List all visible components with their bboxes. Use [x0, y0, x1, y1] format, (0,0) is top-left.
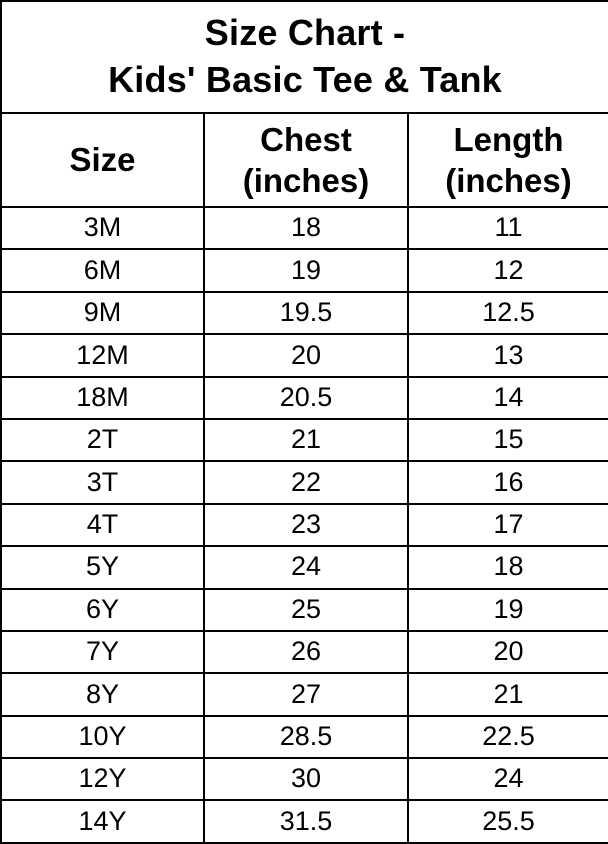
- length-cell: 22.5: [407, 714, 608, 760]
- size-cell: 4T: [0, 502, 205, 548]
- table-row: 12Y 30 24: [0, 757, 608, 802]
- length-cell: 16: [407, 460, 608, 505]
- column-header-length: Length (inches): [407, 112, 608, 208]
- chart-title: Size Chart - Kids' Basic Tee & Tank: [0, 0, 608, 114]
- column-header-row: Size Chest (inches) Length (inches): [0, 112, 608, 208]
- length-cell: 12: [407, 248, 608, 293]
- chest-cell: 23: [203, 502, 409, 548]
- table-row: 9M 19.5 12.5: [0, 290, 608, 336]
- table-row: 5Y 24 18: [0, 545, 608, 590]
- chart-title-line1: Size Chart -: [204, 12, 406, 54]
- length-cell: 21: [407, 672, 608, 717]
- size-cell: 9M: [0, 290, 205, 336]
- chest-cell: 28.5: [203, 714, 409, 760]
- column-header-size: Size: [0, 112, 205, 208]
- chest-cell: 19.5: [203, 290, 409, 336]
- size-cell: 2T: [0, 417, 205, 463]
- size-cell: 5Y: [0, 545, 205, 590]
- length-cell: 17: [407, 502, 608, 548]
- length-cell: 12.5: [407, 290, 608, 336]
- length-cell: 13: [407, 333, 608, 378]
- table-row: 4T 23 17: [0, 502, 608, 548]
- table-row: 2T 21 15: [0, 417, 608, 463]
- length-cell: 20: [407, 629, 608, 675]
- table-row: 6Y 25 19: [0, 587, 608, 632]
- size-cell: 18M: [0, 375, 205, 420]
- length-cell: 24: [407, 757, 608, 802]
- chest-cell: 18: [203, 205, 409, 251]
- chest-cell: 22: [203, 460, 409, 505]
- size-cell: 6M: [0, 248, 205, 293]
- table-row: 6M 19 12: [0, 248, 608, 293]
- size-cell: 7Y: [0, 629, 205, 675]
- length-cell: 11: [407, 205, 608, 251]
- table-row: 18M 20.5 14: [0, 375, 608, 420]
- table-body: 3M 18 11 6M 19 12 9M 19.5 12.5 12M 20 13 18M 20.5 14 2T…: [0, 205, 608, 844]
- chest-cell: 26: [203, 629, 409, 675]
- table-row: 8Y 27 21: [0, 672, 608, 717]
- chest-cell: 27: [203, 672, 409, 717]
- table-row: 3M 18 11: [0, 205, 608, 251]
- title-row: Size Chart - Kids' Basic Tee & Tank: [0, 0, 608, 114]
- table-row: 14Y 31.5 25.5: [0, 799, 608, 844]
- chest-cell: 24: [203, 545, 409, 590]
- table-row: 3T 22 16: [0, 460, 608, 505]
- chest-cell: 30: [203, 757, 409, 802]
- size-cell: 8Y: [0, 672, 205, 717]
- size-cell: 12Y: [0, 757, 205, 802]
- size-cell: 6Y: [0, 587, 205, 632]
- length-cell: 14: [407, 375, 608, 420]
- table-row: 10Y 28.5 22.5: [0, 714, 608, 760]
- chart-title-line2: Kids' Basic Tee & Tank: [108, 59, 502, 100]
- chest-cell: 21: [203, 417, 409, 463]
- size-cell: 3M: [0, 205, 205, 251]
- chest-cell: 19: [203, 248, 409, 293]
- length-cell: 19: [407, 587, 608, 632]
- chest-cell: 25: [203, 587, 409, 632]
- length-cell: 15: [407, 417, 608, 463]
- length-cell: 25.5: [407, 799, 608, 844]
- table-row: 12M 20 13: [0, 333, 608, 378]
- size-cell: 10Y: [0, 714, 205, 760]
- size-cell: 3T: [0, 460, 205, 505]
- column-header-chest: Chest (inches): [203, 112, 409, 208]
- chest-cell: 20.5: [203, 375, 409, 420]
- table-row: 7Y 26 20: [0, 629, 608, 675]
- chest-cell: 31.5: [203, 799, 409, 844]
- length-cell: 18: [407, 545, 608, 590]
- chest-cell: 20: [203, 333, 409, 378]
- size-cell: 14Y: [0, 799, 205, 844]
- size-cell: 12M: [0, 333, 205, 378]
